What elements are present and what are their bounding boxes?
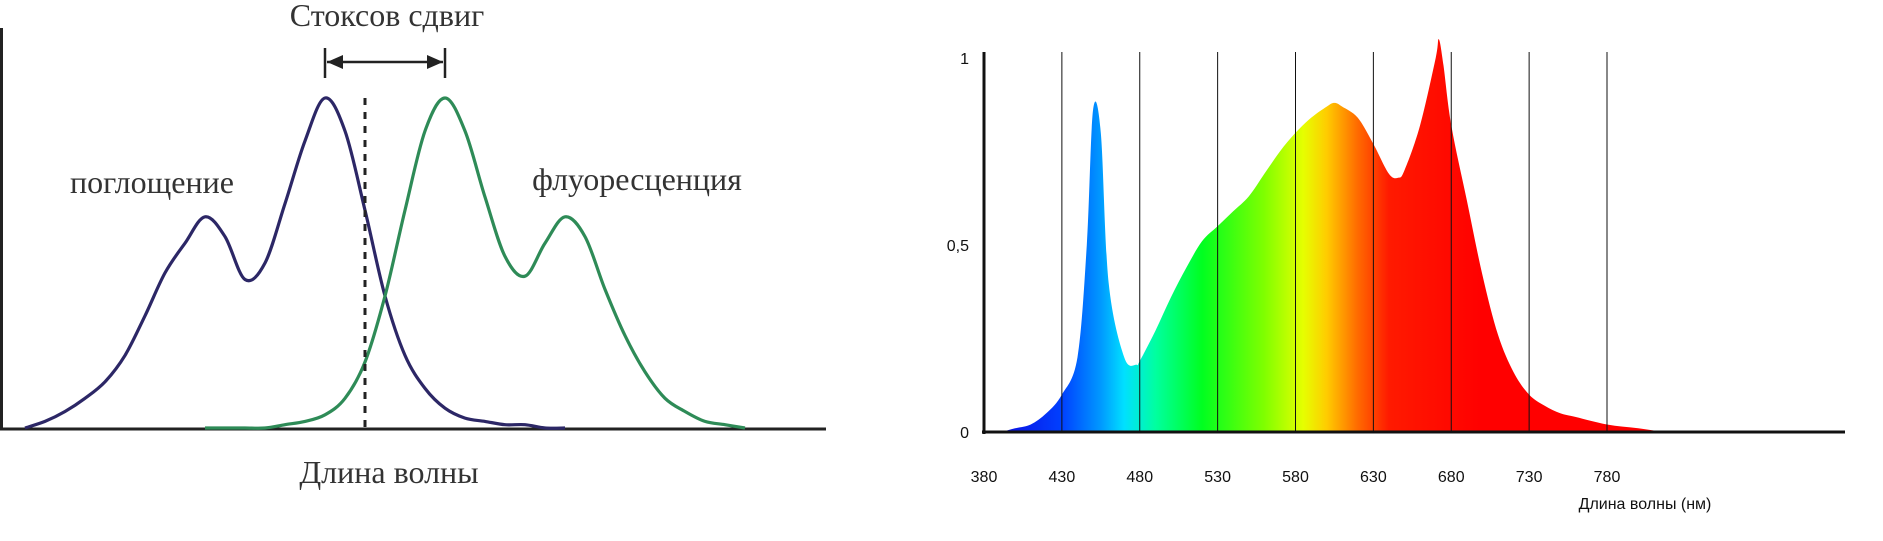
stokes-arrow-right-head (427, 55, 443, 69)
series-line-fluorescence (205, 96, 746, 430)
fluorescence-label: флуоресценция (532, 161, 742, 197)
spectrum-chart: 380 430 480 530 580 630 680 730 780 0 0,5 1 Длина во… (947, 39, 1845, 513)
x-tick-label: 430 (1049, 469, 1076, 486)
left-x-axis-label: Длина волны (299, 454, 478, 490)
y-tick-label: 1 (960, 51, 969, 68)
absorption-label: поглощение (70, 164, 234, 200)
x-tick-label: 680 (1438, 469, 1465, 486)
x-tick-label: 530 (1204, 469, 1231, 486)
x-tick-label: 630 (1360, 469, 1387, 486)
series-line-absorption (24, 96, 566, 430)
y-tick-label: 0 (960, 425, 969, 442)
x-tick-label: 580 (1282, 469, 1309, 486)
x-tick-label: 780 (1594, 469, 1621, 486)
right-x-axis-label: Длина волны (нм) (1579, 496, 1712, 513)
stokes-shift-diagram: Стоксов сдвиг Длина волны поглощение флуо… (0, 0, 826, 490)
y-tick-label: 0,5 (947, 238, 969, 255)
x-tick-label: 730 (1516, 469, 1543, 486)
stokes-arrow-left-head (327, 55, 343, 69)
x-tick-label: 380 (971, 469, 998, 486)
spectrum-area (984, 39, 1716, 433)
x-tick-label: 480 (1126, 469, 1153, 486)
stokes-shift-label: Стоксов сдвиг (290, 0, 484, 33)
